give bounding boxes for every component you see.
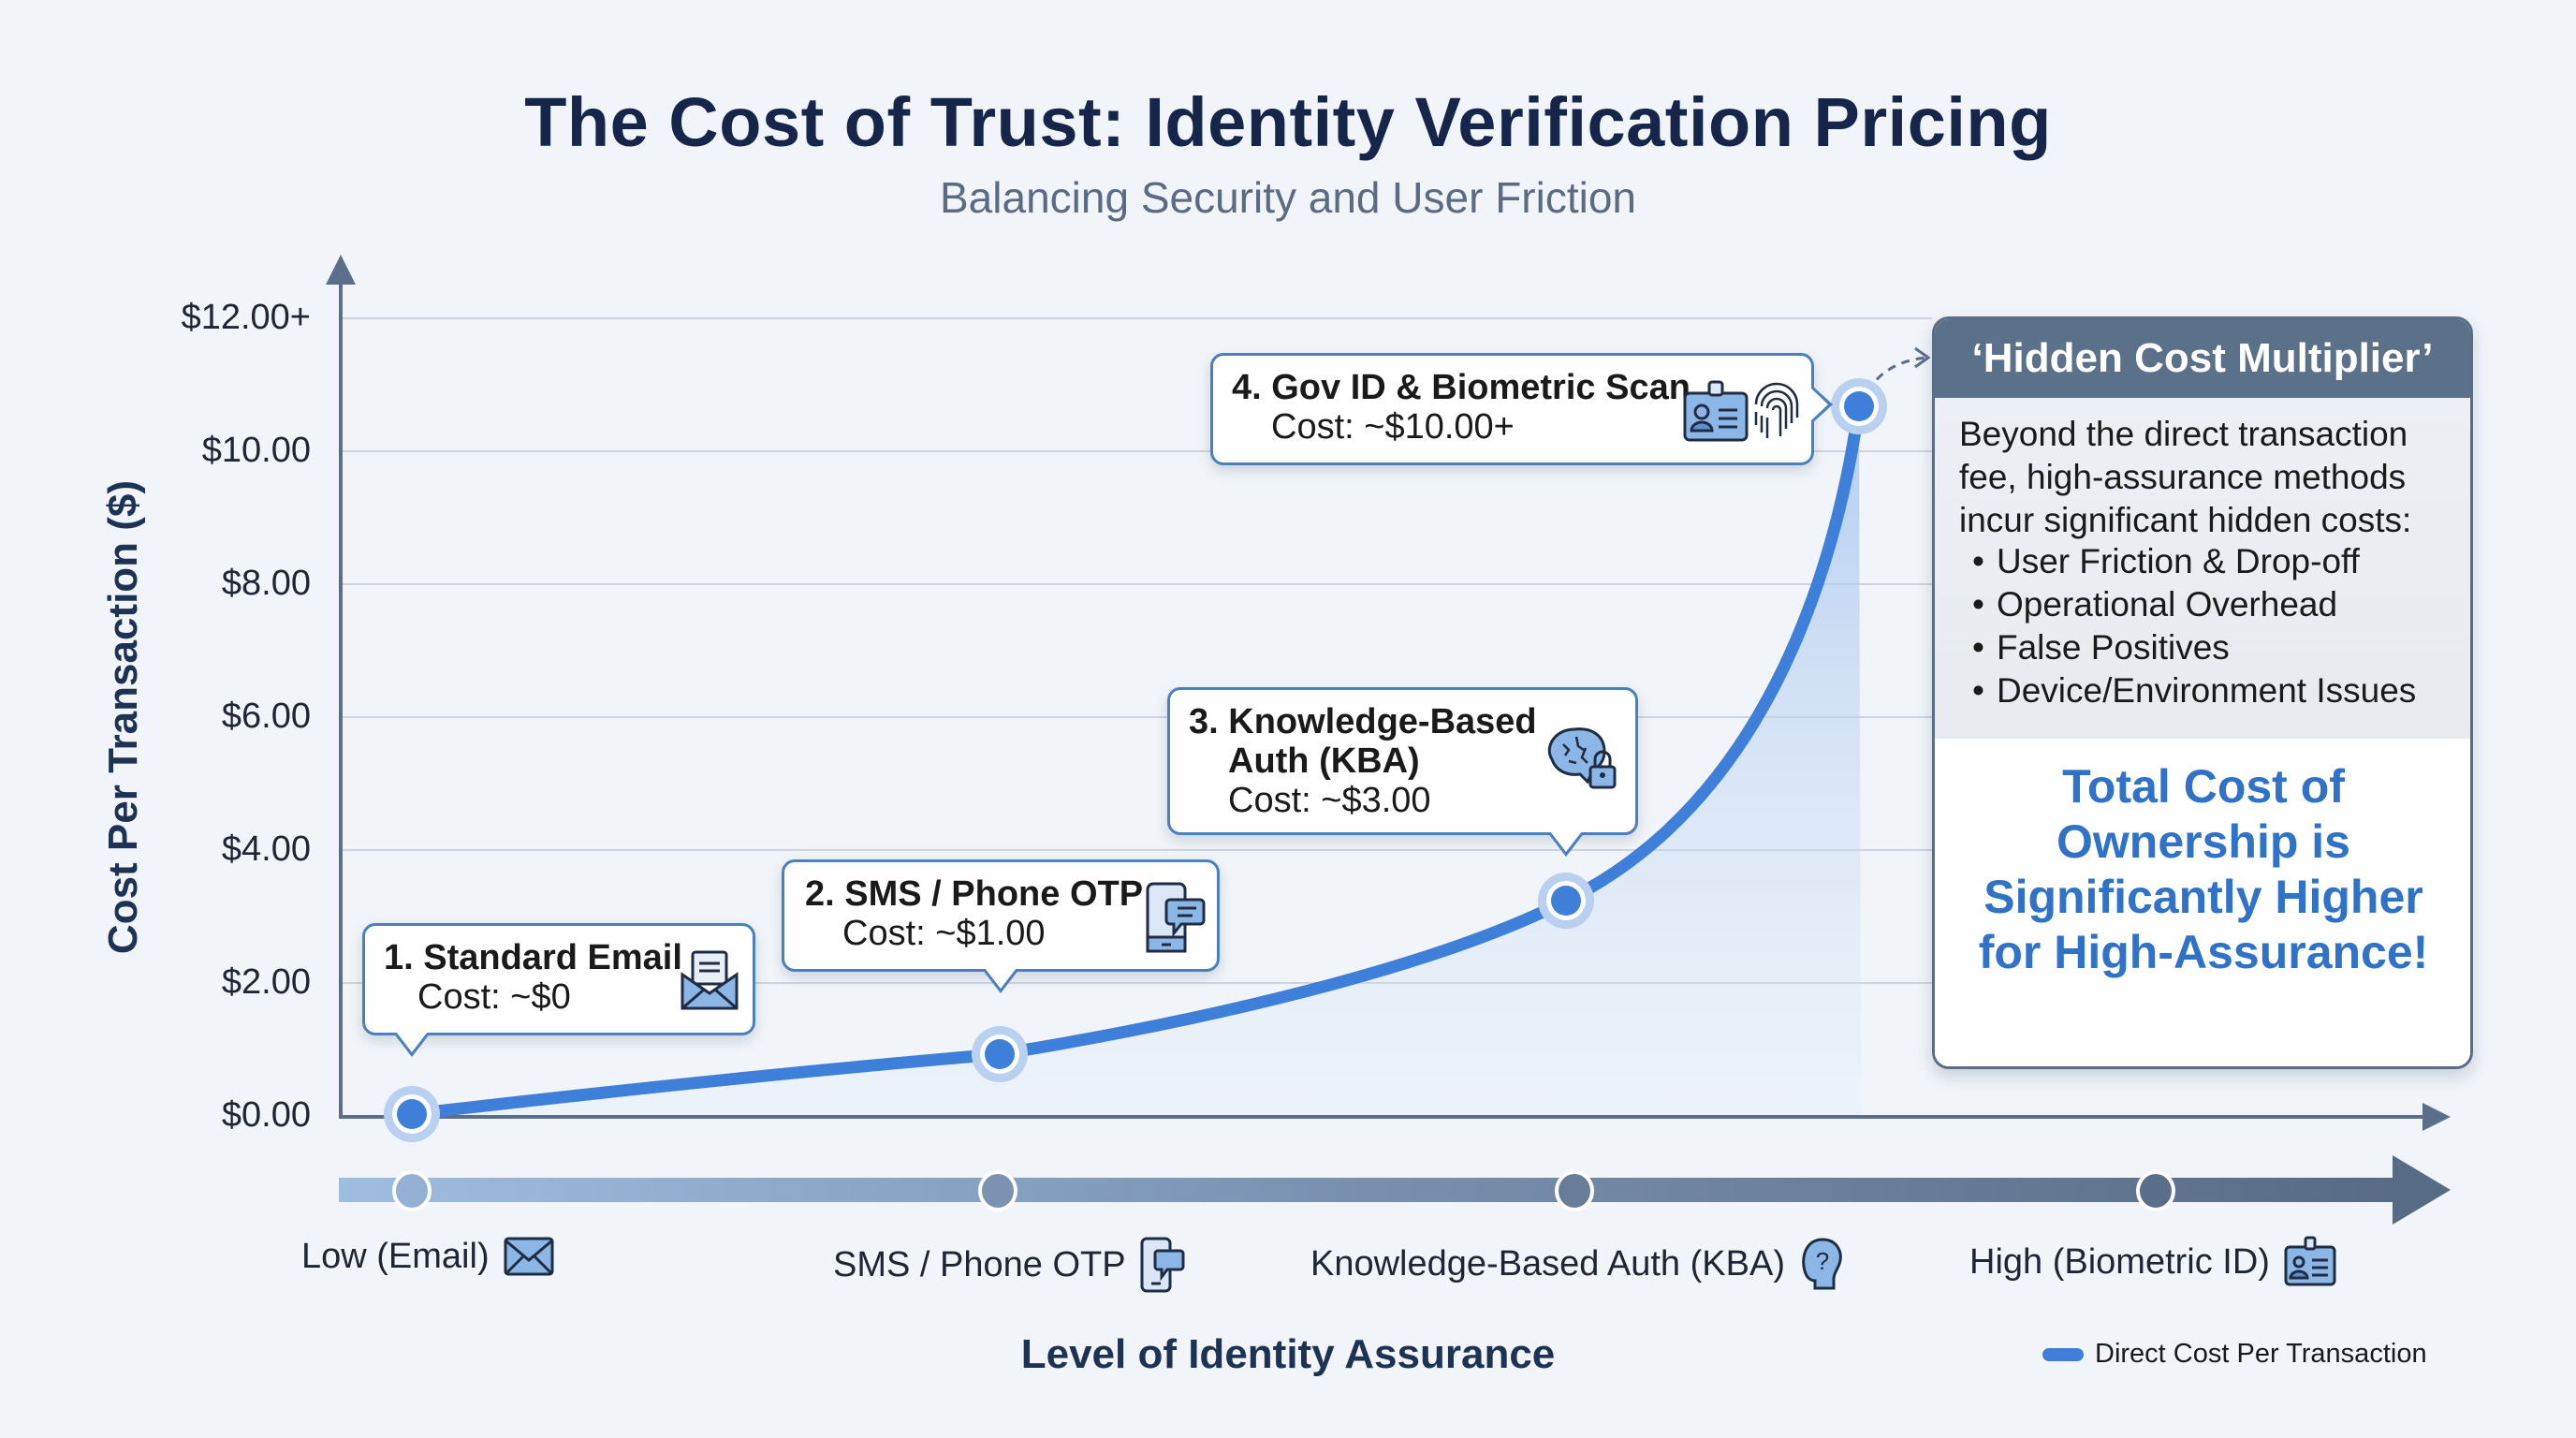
callout-title-line2: Auth (KBA)	[1228, 741, 1420, 781]
callout-sms-otp: 2. SMS / Phone OTP Cost: ~$1.00	[782, 859, 1220, 972]
x-category-sms: SMS / Phone OTP	[833, 1236, 1186, 1294]
x-category-high: High (Biometric ID)	[1969, 1236, 2337, 1288]
data-point-4	[1831, 378, 1887, 434]
chart-title: The Cost of Trust: Identity Verification…	[524, 83, 2052, 161]
callout-tail-fill	[1550, 831, 1582, 852]
y-tick-10: $10.00	[201, 431, 311, 470]
x-category-label: SMS / Phone OTP	[833, 1244, 1126, 1284]
data-point-3	[1538, 873, 1594, 929]
callout-cost: Cost: ~$10.00+	[1271, 407, 1515, 447]
x-axis-label: Level of Identity Assurance	[1020, 1331, 1556, 1377]
callout-gov-id-biometric: 4. Gov ID & Biometric Scan Cost: ~$10.00…	[1210, 353, 1814, 465]
callout-kba: 3. Knowledge-Based Auth (KBA) Cost: ~$3.…	[1167, 687, 1638, 835]
svg-text:?: ?	[1816, 1247, 1829, 1275]
hidden-cost-panel: ‘Hidden Cost Multiplier’ Beyond the dire…	[1932, 316, 2473, 1069]
legend: Direct Cost Per Transaction	[2042, 1339, 2427, 1370]
area-fill	[412, 406, 1861, 1116]
x-category-kba: Knowledge-Based Auth (KBA) ?	[1310, 1236, 1845, 1292]
phone-message-icon	[1146, 882, 1206, 953]
y-tick-12: $12.00+	[181, 298, 311, 337]
chart-subtitle: Balancing Security and User Friction	[940, 173, 1636, 222]
x-category-label: Low (Email)	[301, 1236, 490, 1276]
y-axis-label: Cost Per Transaction ($)	[100, 479, 146, 955]
legend-swatch	[2042, 1347, 2084, 1361]
y-tick-0: $0.00	[221, 1095, 311, 1135]
hidden-cost-item: Device/Environment Issues	[1972, 669, 2416, 712]
callout-title: 2. SMS / Phone OTP	[805, 874, 1144, 914]
cost-curve	[405, 400, 1866, 1121]
data-point-2	[972, 1026, 1028, 1082]
phone-message-icon	[1140, 1237, 1185, 1293]
hidden-cost-footer	[1935, 739, 2470, 1066]
x-category-label: Knowledge-Based Auth (KBA)	[1310, 1243, 1785, 1284]
x-category-label: High (Biometric ID)	[1969, 1241, 2270, 1282]
brain-lock-icon	[1547, 727, 1617, 789]
callout-cost: Cost: ~$1.00	[842, 914, 1046, 953]
envelope-letter-icon	[681, 950, 739, 1010]
x-axis-arrow	[2422, 1103, 2451, 1131]
data-point-1	[384, 1086, 440, 1142]
callout-tail-fill	[985, 968, 1017, 989]
y-tick-6: $6.00	[221, 697, 311, 736]
hidden-cost-heading: ‘Hidden Cost Multiplier’	[1935, 319, 2470, 398]
hidden-cost-item: User Friction & Drop-off	[1972, 540, 2416, 583]
assurance-bar-arrow	[2393, 1155, 2451, 1225]
x-category-low: Low (Email)	[301, 1236, 555, 1277]
envelope-icon	[504, 1237, 554, 1276]
assurance-bar	[339, 1178, 2398, 1202]
y-tick-2: $2.00	[221, 962, 311, 1002]
y-tick-8: $8.00	[221, 564, 311, 603]
hidden-cost-item: Operational Overhead	[1972, 583, 2416, 626]
callout-title: 1. Standard Email	[384, 938, 682, 977]
legend-label: Direct Cost Per Transaction	[2095, 1339, 2427, 1369]
assurance-markers	[392, 1170, 2175, 1211]
hidden-cost-list: User Friction & Drop-off Operational Ove…	[1972, 540, 2416, 712]
callout-title: 4. Gov ID & Biometric Scan	[1232, 368, 1690, 407]
total-cost-callout: Total Cost of Ownership is Significantly…	[1978, 760, 2429, 978]
id-card-fingerprint-icon	[1683, 380, 1799, 442]
y-axis-arrow	[326, 255, 356, 285]
hidden-cost-item: False Positives	[1972, 626, 2416, 669]
callout-tail-fill	[396, 1032, 428, 1052]
callout-standard-email: 1. Standard Email Cost: ~$0	[362, 923, 755, 1035]
hidden-cost-description: Beyond the direct transaction fee, high-…	[1959, 415, 2412, 539]
callout-tail-fill	[1811, 389, 1828, 420]
y-tick-4: $4.00	[221, 829, 311, 869]
callout-cost: Cost: ~$0	[417, 977, 571, 1017]
id-badge-icon	[2284, 1236, 2336, 1286]
callout-title-line1: 3. Knowledge-Based	[1189, 702, 1537, 741]
head-question-icon: ?	[1802, 1238, 1842, 1290]
callout-cost: Cost: ~$3.00	[1228, 781, 1431, 820]
